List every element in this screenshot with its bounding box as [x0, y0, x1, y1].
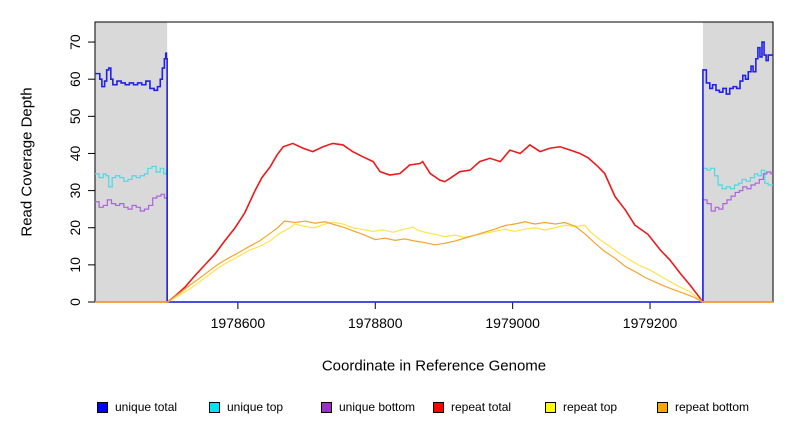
y-tick-label: 40: [67, 145, 83, 161]
series-repeat-top: [95, 221, 773, 303]
legend-label: repeat bottom: [675, 400, 750, 414]
legend: unique total unique top unique bottom repea…: [0, 399, 792, 417]
legend-item-repeat-total: repeat total: [433, 399, 511, 415]
legend-label: repeat total: [451, 400, 512, 414]
legend-label: unique total: [115, 400, 178, 414]
y-tick-label: 0: [67, 298, 83, 306]
x-tick-label: 1979000: [485, 315, 540, 331]
y-tick-label: 60: [67, 71, 83, 87]
y-axis: 0 10 20 30 40 50 60 70: [67, 34, 95, 306]
legend-label: repeat top: [563, 400, 618, 414]
legend-item-repeat-top: repeat top: [545, 399, 617, 415]
y-tick-label: 10: [67, 257, 83, 273]
y-tick-label: 20: [67, 220, 83, 236]
legend-swatch-repeat-top: [545, 401, 556, 413]
series-repeat-total: [95, 142, 773, 303]
legend-label: unique bottom: [339, 400, 416, 414]
legend-label: unique top: [227, 400, 284, 414]
legend-swatch-unique-total: [97, 401, 108, 413]
legend-item-unique-top: unique top: [209, 399, 283, 415]
x-axis: 1978600 1978800 1979000 1979200: [211, 302, 678, 331]
shaded-region: [702, 22, 773, 302]
x-tick-label: 1978800: [348, 315, 403, 331]
legend-swatch-unique-top: [209, 401, 220, 413]
legend-item-unique-total: unique total: [97, 399, 177, 415]
y-tick-label: 50: [67, 108, 83, 124]
legend-swatch-repeat-bottom: [657, 401, 668, 413]
plot-border: [94, 21, 774, 303]
legend-swatch-repeat-total: [433, 401, 444, 413]
series-repeat-bottom: [95, 220, 773, 303]
y-axis-title: Read Coverage Depth: [18, 87, 36, 237]
y-tick-label: 70: [67, 34, 83, 50]
legend-item-unique-bottom: unique bottom: [321, 399, 415, 415]
legend-swatch-unique-bottom: [321, 401, 332, 413]
x-tick-label: 1978600: [211, 315, 266, 331]
y-tick-label: 30: [67, 183, 83, 199]
shaded-region: [95, 22, 168, 302]
legend-item-repeat-bottom: repeat bottom: [657, 399, 749, 415]
x-axis-title: Coordinate in Reference Genome: [321, 357, 547, 375]
x-tick-label: 1979200: [623, 315, 678, 331]
